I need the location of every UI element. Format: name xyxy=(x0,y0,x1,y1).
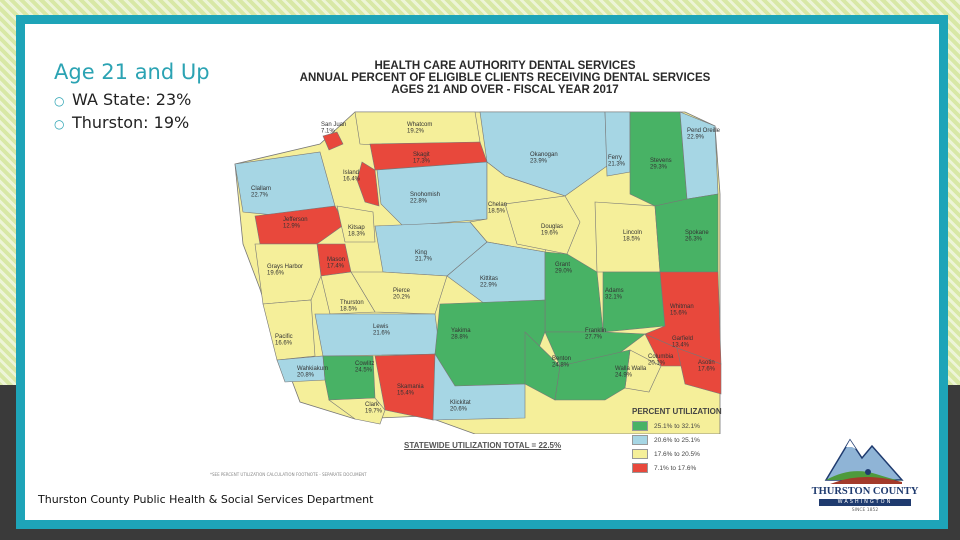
slide-footer: Thurston County Public Health & Social S… xyxy=(38,493,374,506)
county-grays-harbor xyxy=(254,243,322,305)
county-label-island: Island 16.4% xyxy=(343,170,361,183)
legend-label: 17.6% to 20.5% xyxy=(654,450,700,458)
circle-bullet-icon: ○ xyxy=(54,94,65,108)
legend-label: 20.6% to 25.1% xyxy=(654,436,700,444)
legend-swatch xyxy=(632,449,648,459)
county-asotin xyxy=(676,347,722,395)
county-label-asotin: Asotin 17.6% xyxy=(698,360,716,373)
map-title-line: ANNUAL PERCENT OF ELIGIBLE CLIENTS RECEI… xyxy=(299,72,711,84)
county-label-snohomish: Snohomish 22.8% xyxy=(410,192,440,205)
county-label-adams: Adams 32.1% xyxy=(605,288,624,301)
county-label-whatcom: Whatcom 19.2% xyxy=(407,122,432,135)
county-label-mason: Mason 17.4% xyxy=(327,257,345,270)
slide-title: Age 21 and Up xyxy=(54,60,210,84)
county-label-grant: Grant 29.0% xyxy=(555,262,573,275)
county-island xyxy=(356,161,380,207)
county-label-garfield: Garfield 13.4% xyxy=(672,336,693,349)
county-kitsap xyxy=(336,205,376,243)
county-san-juan xyxy=(322,131,344,151)
county-label-clark: Clark 19.7% xyxy=(365,402,383,415)
county-label-okanogan: Okanogan 23.9% xyxy=(530,152,558,165)
legend-row: 17.6% to 20.5% xyxy=(632,447,722,461)
county-douglas xyxy=(504,195,581,255)
bullet-item: ○ WA State: 23% xyxy=(54,89,191,112)
county-clallam xyxy=(234,151,336,217)
county-label-columbia: Columbia 20.1% xyxy=(648,354,674,367)
statewide-total-label: STATEWIDE UTILIZATION TOTAL = 22.5% xyxy=(404,441,562,450)
logo-name: THURSTON COUNTY xyxy=(811,486,919,497)
map-title-line: HEALTH CARE AUTHORITY DENTAL SERVICES xyxy=(374,60,636,72)
county-klickitat xyxy=(432,353,526,421)
map-title: HEALTH CARE AUTHORITY DENTAL SERVICES AN… xyxy=(290,60,720,96)
county-clark xyxy=(328,397,386,425)
county-label-ferry: Ferry 21.3% xyxy=(608,155,626,168)
county-label-pacific: Pacific 16.6% xyxy=(275,334,293,347)
county-adams xyxy=(602,271,666,333)
county-label-douglas: Douglas 19.6% xyxy=(541,224,563,237)
county-label-grays-harbor: Grays Harbor 19.6% xyxy=(267,264,303,277)
county-label-cowlitz: Cowlitz 24.5% xyxy=(355,361,374,374)
county-label-pierce: Pierce 20.2% xyxy=(393,288,411,301)
county-label-pend-oreille: Pend Oreille 22.9% xyxy=(687,128,721,141)
county-label-clallam: Clallam 22.7% xyxy=(251,186,271,199)
legend-row: 20.6% to 25.1% xyxy=(632,433,722,447)
county-label-skagit: Skagit 17.3% xyxy=(413,152,431,165)
county-label-klickitat: Klickitat 20.6% xyxy=(450,400,471,413)
county-label-wahkiakum: Wahkiakum 20.8% xyxy=(297,366,328,379)
county-label-stevens: Stevens 29.3% xyxy=(650,158,672,171)
county-label-lincoln: Lincoln 18.5% xyxy=(623,230,642,243)
county-label-san-juan: San Juan 7.1% xyxy=(321,122,346,135)
bullet-item: ○ Thurston: 19% xyxy=(54,112,191,135)
county-spokane xyxy=(654,193,719,273)
washington-county-map: San Juan 7.1% Whatcom 19.2% Skagit 17.3% Okano… xyxy=(234,111,722,434)
county-label-benton: Benton 24.8% xyxy=(552,356,571,369)
map-legend: PERCENT UTILIZATION 25.1% to 32.1% 20.6%… xyxy=(632,407,722,475)
thurston-county-logo: THURSTON COUNTY WASHINGTON SINCE 1852 xyxy=(806,428,924,518)
map-footnote: *SEE PERCENT UTILIZATION CALCULATION FOO… xyxy=(210,472,367,477)
legend-title: PERCENT UTILIZATION xyxy=(632,407,722,416)
county-label-lewis: Lewis 21.6% xyxy=(373,324,391,337)
legend-swatch xyxy=(632,435,648,445)
county-snohomish xyxy=(376,161,488,227)
county-label-walla-walla: Walla Walla 24.9% xyxy=(615,366,647,379)
legend-swatch xyxy=(632,421,648,431)
county-franklin xyxy=(544,331,646,367)
legend-label: 25.1% to 32.1% xyxy=(654,422,700,430)
map-title-line: AGES 21 AND OVER - FISCAL YEAR 2017 xyxy=(391,84,619,96)
mountain-logo-icon xyxy=(824,438,904,484)
logo-year: SINCE 1852 xyxy=(851,508,879,513)
legend-label: 7.1% to 17.6% xyxy=(654,464,697,472)
legend-swatch xyxy=(632,463,648,473)
county-label-chelan: Chelan 18.5% xyxy=(488,202,507,215)
county-label-kittitas: Kittitas 22.9% xyxy=(480,276,498,289)
bullet-list: ○ WA State: 23% ○ Thurston: 19% xyxy=(54,89,191,135)
county-label-king: King 21.7% xyxy=(415,250,433,263)
county-label-spokane: Spokane 26.3% xyxy=(685,230,709,243)
county-label-thurston: Thurston 18.5% xyxy=(340,300,364,313)
bullet-text: WA State: 23% xyxy=(72,90,192,109)
county-label-jefferson: Jefferson 12.9% xyxy=(283,217,308,230)
county-pacific xyxy=(262,299,316,361)
county-walla-walla xyxy=(554,349,631,401)
county-label-whitman: Whitman 15.6% xyxy=(670,304,694,317)
county-label-skamania: Skamania 15.4% xyxy=(397,384,424,397)
county-thurston xyxy=(320,271,376,315)
bullet-text: Thurston: 19% xyxy=(72,113,190,132)
county-label-kitsap: Kitsap 18.3% xyxy=(348,225,366,238)
circle-bullet-icon: ○ xyxy=(54,117,65,131)
county-label-franklin: Franklin 27.7% xyxy=(585,328,606,341)
legend-row: 7.1% to 17.6% xyxy=(632,461,722,475)
logo-state: WASHINGTON xyxy=(819,499,911,506)
county-pend-oreille xyxy=(679,111,719,200)
legend-row: 25.1% to 32.1% xyxy=(632,419,722,433)
county-jefferson xyxy=(254,205,346,245)
county-label-yakima: Yakima 28.8% xyxy=(451,328,471,341)
